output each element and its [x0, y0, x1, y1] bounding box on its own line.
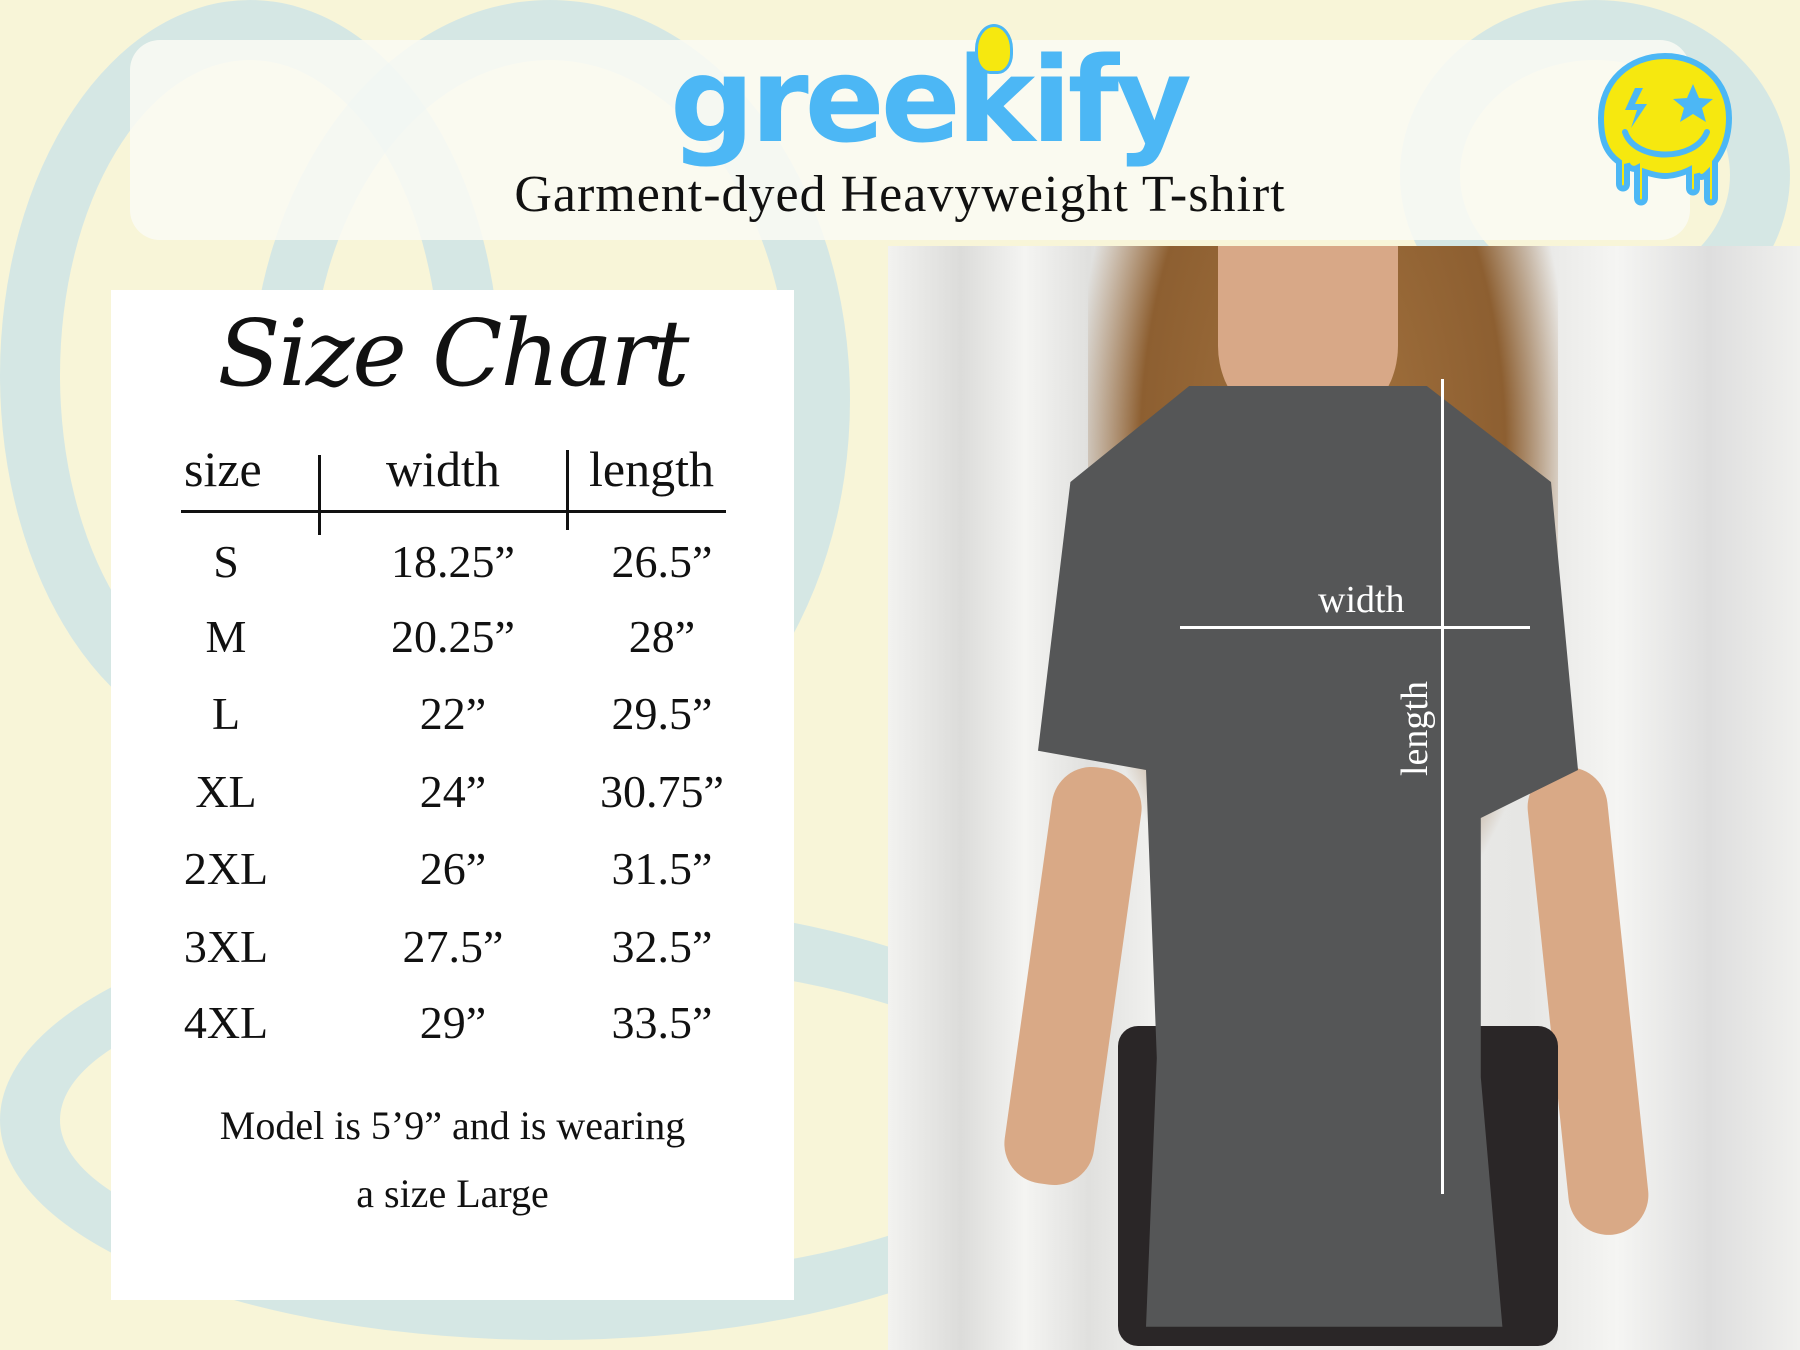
size-cell: L: [211, 688, 241, 739]
header-size: size: [184, 441, 262, 497]
header-width: width: [386, 441, 500, 497]
size-cell: 4XL: [183, 997, 269, 1048]
product-title: Garment-dyed Heavyweight T-shirt: [514, 166, 1286, 223]
length-cell: 31.5”: [611, 843, 713, 894]
brand-logo: greekify: [670, 31, 1192, 169]
size-cell: 2XL: [183, 843, 269, 894]
width-cell: 27.5”: [402, 921, 504, 972]
size-cell: S: [213, 536, 239, 587]
size-chart-card: Size Chart size width length S 18.25” 26.5…: [111, 290, 794, 1300]
length-cell: 26.5”: [611, 536, 713, 587]
width-measure-line: [1180, 626, 1530, 629]
length-cell: 28”: [628, 611, 696, 662]
width-cell: 29”: [419, 997, 487, 1048]
header-divider: [181, 510, 726, 513]
length-cell: 30.75”: [600, 766, 724, 817]
length-cell: 33.5”: [611, 997, 713, 1048]
width-cell: 18.25”: [391, 536, 515, 587]
width-cell: 24”: [419, 766, 487, 817]
model-note: Model is 5’9” and is wearing: [219, 1103, 686, 1148]
width-cell: 26”: [419, 843, 487, 894]
width-cell: 20.25”: [391, 611, 515, 662]
model-photo: width length: [888, 246, 1800, 1350]
length-label: length: [1394, 681, 1436, 776]
header-length: length: [589, 441, 714, 497]
size-chart-title: Size Chart: [217, 300, 689, 407]
length-measure-line: [1441, 379, 1444, 1194]
length-cell: 32.5”: [611, 921, 713, 972]
size-cell: M: [205, 611, 247, 662]
size-cell: XL: [195, 766, 257, 817]
width-label: width: [1318, 579, 1405, 621]
size-cell: 3XL: [183, 921, 269, 972]
model-note: a size Large: [356, 1171, 549, 1216]
column-divider: [318, 455, 321, 535]
length-cell: 29.5”: [611, 688, 713, 739]
width-cell: 22”: [419, 688, 487, 739]
drippy-smiley-icon: [1597, 52, 1733, 206]
column-divider: [566, 450, 569, 530]
logo-smiley-icon: [975, 24, 1013, 74]
